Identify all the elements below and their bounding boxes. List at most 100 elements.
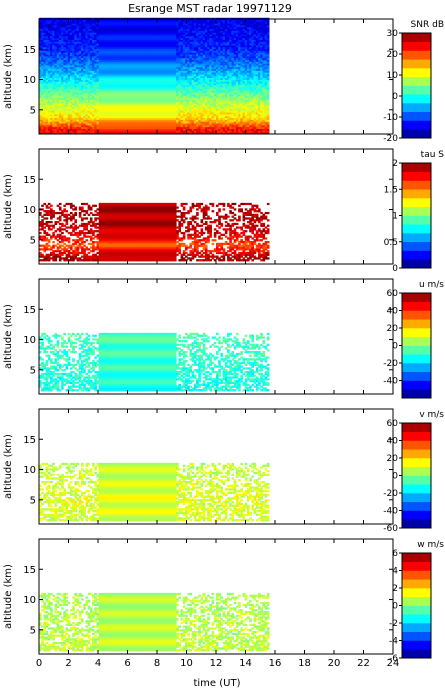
- data-cell: [149, 126, 153, 129]
- data-cell: [171, 83, 175, 86]
- data-cell: [142, 123, 146, 126]
- data-cell: [92, 65, 95, 68]
- data-cell: [96, 77, 100, 80]
- data-cell: [87, 75, 91, 79]
- data-cell: [118, 70, 122, 73]
- data-cell: [67, 128, 71, 131]
- data-cell: [196, 88, 199, 91]
- data-cell: [47, 32, 51, 35]
- data-cell: [173, 57, 177, 60]
- data-cell: [136, 52, 139, 55]
- data-cell: [171, 119, 175, 122]
- data-cell: [147, 97, 151, 100]
- data-cell: [156, 41, 159, 44]
- data-cell: [61, 21, 64, 24]
- data-cell: [149, 70, 153, 73]
- data-cell: [39, 115, 42, 119]
- data-cell: [127, 65, 131, 68]
- data-cell: [81, 48, 84, 51]
- data-cell: [103, 46, 106, 50]
- data-cell: [156, 88, 159, 91]
- data-cell: [158, 57, 162, 60]
- data-cell: [43, 130, 47, 133]
- data-cell: [185, 28, 188, 31]
- data-cell: [167, 65, 170, 68]
- data-cell: [76, 23, 80, 26]
- data-cell: [127, 43, 131, 46]
- data-cell: [105, 101, 108, 104]
- data-cell: [189, 77, 193, 80]
- data-cell: [61, 110, 64, 113]
- data-cell: [89, 132, 93, 135]
- data-cell: [165, 97, 168, 100]
- data-cell: [118, 132, 122, 135]
- data-cell: [45, 21, 49, 24]
- data-cell: [162, 124, 166, 128]
- data-cell: [87, 117, 91, 120]
- data-cell: [140, 115, 144, 119]
- data-cell: [50, 23, 53, 26]
- data-cell: [56, 46, 60, 50]
- data-cell: [96, 35, 100, 39]
- data-cell: [198, 30, 201, 33]
- data-cell: [191, 117, 195, 120]
- data-cell: [198, 75, 201, 79]
- data-cell: [196, 26, 199, 30]
- data-cell: [125, 132, 128, 135]
- data-cell: [76, 61, 80, 64]
- data-cell: [94, 57, 97, 60]
- data-cell: [156, 126, 159, 129]
- data-cell: [191, 75, 195, 79]
- data-cell: [92, 28, 95, 31]
- data-cell: [109, 74, 113, 77]
- data-cell: [158, 19, 162, 22]
- data-cell: [120, 72, 124, 75]
- data-cell: [81, 45, 84, 48]
- data-cell: [191, 106, 195, 109]
- data-cell: [180, 66, 184, 70]
- data-cell: [187, 52, 190, 55]
- data-cell: [50, 101, 53, 104]
- data-cell: [69, 48, 73, 51]
- data-cell: [72, 86, 75, 90]
- data-cell: [173, 32, 177, 35]
- data-cell: [105, 110, 108, 113]
- data-cell: [50, 50, 53, 53]
- data-cell: [180, 50, 184, 53]
- data-cell: [41, 43, 44, 46]
- data-cell: [76, 75, 80, 79]
- data-cell: [167, 92, 170, 95]
- data-cell: [171, 74, 175, 77]
- data-cell: [158, 35, 162, 39]
- data-cell: [149, 41, 153, 44]
- data-cell: [74, 59, 78, 62]
- data-cell: [116, 130, 120, 133]
- data-cell: [107, 75, 111, 79]
- data-cell: [200, 61, 204, 64]
- data-cell: [118, 63, 122, 66]
- data-cell: [149, 88, 153, 91]
- data-cell: [154, 112, 157, 115]
- data-cell: [209, 32, 212, 35]
- data-cell: [196, 45, 199, 48]
- data-cell: [52, 95, 55, 99]
- data-cell: [178, 61, 181, 64]
- data-cell: [123, 50, 126, 53]
- data-cell: [191, 37, 195, 40]
- data-cell: [63, 121, 66, 124]
- data-cell: [103, 77, 106, 80]
- data-cell: [87, 32, 91, 35]
- data-cell: [83, 75, 86, 79]
- data-cell: [116, 119, 120, 122]
- data-cell: [120, 41, 124, 44]
- data-cell: [61, 55, 64, 59]
- data-cell: [92, 83, 95, 86]
- data-cell: [43, 57, 47, 60]
- data-cell: [151, 61, 155, 64]
- data-cell: [138, 54, 142, 57]
- data-cell: [103, 101, 106, 104]
- data-cell: [45, 121, 49, 124]
- data-cell: [89, 81, 93, 84]
- data-cell: [123, 74, 126, 77]
